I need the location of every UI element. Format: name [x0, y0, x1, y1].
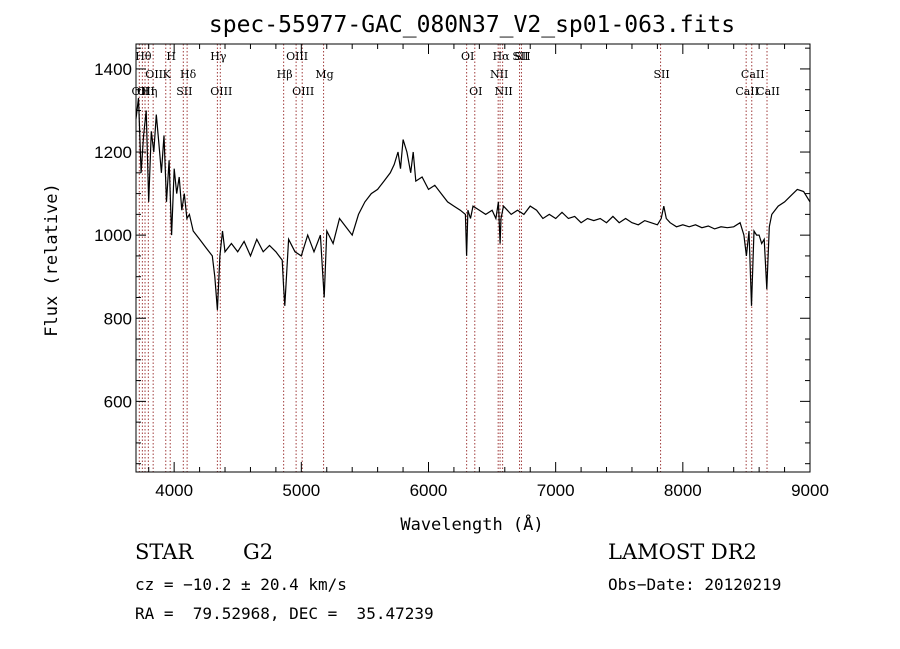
observation-date: Obs−Date: 20120219	[608, 575, 782, 594]
x-tick-label: 6000	[410, 481, 448, 500]
line-marker-label-13: OIII	[292, 85, 314, 98]
x-tick-label: 7000	[537, 481, 575, 500]
line-marker-label-14: Mg	[315, 68, 333, 81]
redshift-cz: cz = −10.2 ± 20.4 km/s	[135, 575, 347, 594]
chart-title: spec-55977-GAC_080N37_V2_sp01-063.fits	[209, 12, 735, 38]
object-class: STAR	[135, 540, 194, 564]
x-tick-label: 8000	[664, 481, 702, 500]
line-marker-label-20: SII	[512, 50, 528, 63]
line-marker-label-25: CaII	[756, 85, 780, 98]
spectrum-line	[135, 97, 811, 310]
y-tick-label: 1000	[94, 226, 132, 245]
x-tick-label: 4000	[155, 481, 193, 500]
line-marker-label-12: OIII	[286, 50, 308, 63]
coordinates: RA = 79.52968, DEC = 35.47239	[135, 604, 434, 623]
line-marker-label-16: OI	[469, 85, 482, 98]
line-marker-label-7: SII	[176, 85, 192, 98]
line-marker-label-18: Hα	[493, 50, 511, 63]
line-marker-label-21: SII	[514, 50, 530, 63]
axis-tick-labels: 4000 5000 6000 7000 8000 9000 600 800 1000 1200 14…	[94, 60, 829, 500]
y-tick-label: 800	[104, 309, 132, 328]
line-marker-label-15: OI	[461, 50, 474, 63]
line-marker-label-5: K	[163, 68, 172, 81]
axis-ticks	[136, 44, 811, 472]
line-marker-label-9: Hγ	[210, 50, 227, 63]
y-axis-label: Flux (relative)	[42, 183, 62, 337]
line-marker-label-3: Hη	[141, 85, 157, 98]
x-tick-label: 9000	[791, 481, 829, 500]
y-tick-label: 1400	[94, 60, 132, 79]
survey-name: LAMOST DR2	[608, 540, 757, 564]
line-marker-label-8: Hδ	[180, 68, 197, 81]
y-tick-label: 1200	[94, 143, 132, 162]
line-marker-label-19: NII	[494, 85, 512, 98]
line-marker-label-11: Hβ	[277, 68, 293, 81]
line-marker-label-17: NII	[490, 68, 508, 81]
line-marker-label-22: SII	[653, 68, 669, 81]
line-marker-label-23: CaII	[735, 85, 759, 98]
line-marker-label-6: H	[166, 50, 176, 63]
line-marker-label-1: Hθ	[135, 50, 152, 63]
line-marker-label-4: OII	[145, 68, 163, 81]
plot-frame	[135, 43, 811, 473]
y-tick-label: 600	[104, 392, 132, 411]
line-marker-label-10: OIII	[210, 85, 232, 98]
object-subclass: G2	[243, 540, 274, 564]
spectral-line-markers	[138, 44, 768, 472]
line-marker-label-24: CaII	[741, 68, 765, 81]
line-marker-label-2: OII	[137, 85, 155, 98]
x-tick-label: 5000	[282, 481, 320, 500]
x-axis-label: Wavelength (Å)	[400, 513, 543, 535]
